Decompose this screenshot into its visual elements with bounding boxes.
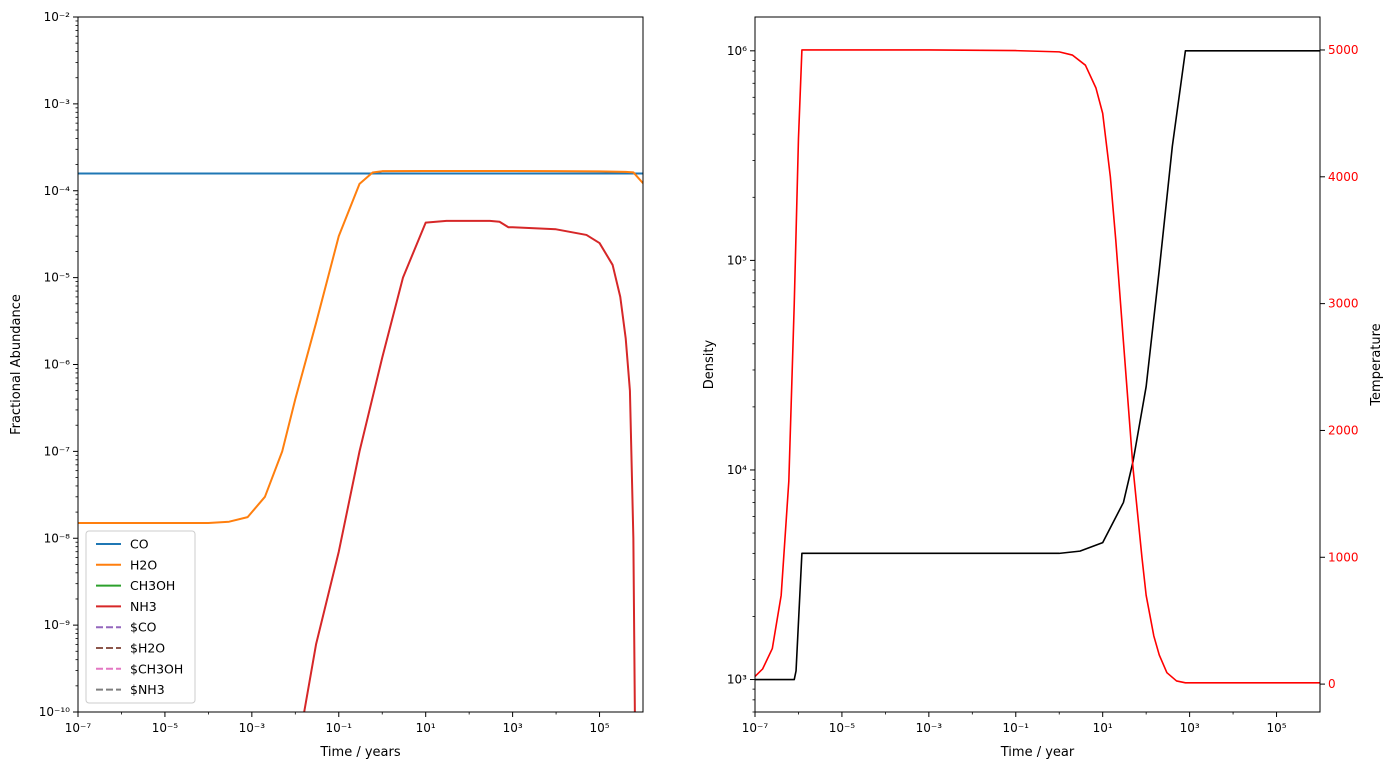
x-tick-label-right: 10⁵ xyxy=(1266,721,1286,735)
y-tick-label-left: 10⁻² xyxy=(44,10,71,24)
x-tick-label-right: 10³ xyxy=(1180,721,1200,735)
x-axis-label-right: Time / year xyxy=(1000,745,1075,760)
y2-tick-label-temperature: 4000 xyxy=(1328,170,1359,184)
legend-label: $CO xyxy=(130,620,157,635)
series-temperature-line xyxy=(755,49,1320,684)
y-tick-label-density: 10⁵ xyxy=(727,253,747,267)
legend-label: H2O xyxy=(130,557,157,572)
y-tick-label-left: 10⁻⁵ xyxy=(44,271,71,285)
y-tick-label-density: 10⁶ xyxy=(727,44,747,58)
y-tick-label-density: 10³ xyxy=(727,673,747,687)
y2-tick-label-temperature: 2000 xyxy=(1328,423,1359,437)
x-tick-label-right: 10⁻⁵ xyxy=(829,721,856,735)
x-tick-label-right: 10¹ xyxy=(1093,721,1113,735)
legend-label: NH3 xyxy=(130,599,157,614)
y-tick-label-density: 10⁴ xyxy=(727,463,747,477)
y2-tick-label-temperature: 5000 xyxy=(1328,43,1359,57)
y2-tick-label-temperature: 3000 xyxy=(1328,297,1359,311)
x-tick-label-left: 10³ xyxy=(503,721,523,735)
plot-frame-right xyxy=(754,16,1321,713)
y2-tick-label-temperature: 0 xyxy=(1328,677,1336,691)
x-tick-label-left: 10⁻¹ xyxy=(326,721,353,735)
y-tick-label-left: 10⁻⁶ xyxy=(44,358,71,372)
x-tick-label-left: 10⁻⁷ xyxy=(65,721,92,735)
x-tick-label-left: 10⁻⁵ xyxy=(152,721,179,735)
legend-label: $CH3OH xyxy=(130,661,183,676)
legend: CO H2O CH3OH NH3 $CO $H2O $CH3OH $NH3 xyxy=(85,530,196,704)
y2-axis-label-right: Temperature xyxy=(1369,323,1384,406)
y-axis-label-left: Fractional Abundance xyxy=(9,294,24,435)
y-tick-label-left: 10⁻¹⁰ xyxy=(39,705,70,719)
x-tick-label-left: 10⁻³ xyxy=(239,721,266,735)
legend-label: $NH3 xyxy=(130,682,165,697)
y-tick-label-left: 10⁻⁸ xyxy=(44,531,71,545)
x-axis-label-left: Time / years xyxy=(319,745,400,760)
legend-label: CO xyxy=(130,537,149,552)
series-nh3-line xyxy=(303,219,636,712)
series-h2o-line xyxy=(78,169,643,524)
y-axis-label-right: Density xyxy=(702,339,717,389)
x-tick-label-left: 10¹ xyxy=(416,721,436,735)
y-tick-label-left: 10⁻³ xyxy=(44,97,71,111)
legend-label: CH3OH xyxy=(130,578,175,593)
series-density-line xyxy=(755,50,1320,681)
x-tick-label-right: 10⁻³ xyxy=(916,721,943,735)
y-tick-label-left: 10⁻⁷ xyxy=(44,444,71,458)
x-tick-label-right: 10⁻¹ xyxy=(1003,721,1030,735)
abundance-chart: 10⁻⁷ 10⁻⁵ 10⁻³ 10⁻¹ 10¹ 10³ 10⁵ 10⁻¹⁰ 10⁻⁹ 10⁻⁸ 1… xyxy=(9,10,644,760)
y2-tick-label-temperature: 1000 xyxy=(1328,550,1359,564)
legend-label: $H2O xyxy=(130,641,165,656)
y-tick-label-left: 10⁻⁴ xyxy=(44,184,71,198)
density-temperature-chart: 10⁻⁷ 10⁻⁵ 10⁻³ 10⁻¹ 10¹ 10³ 10⁵ 10³ 10⁴ 10⁵ 10⁶ 0… xyxy=(702,16,1384,760)
x-tick-label-right: 10⁻⁷ xyxy=(742,721,769,735)
y-tick-label-left: 10⁻⁹ xyxy=(44,618,71,632)
x-tick-label-left: 10⁵ xyxy=(589,721,609,735)
